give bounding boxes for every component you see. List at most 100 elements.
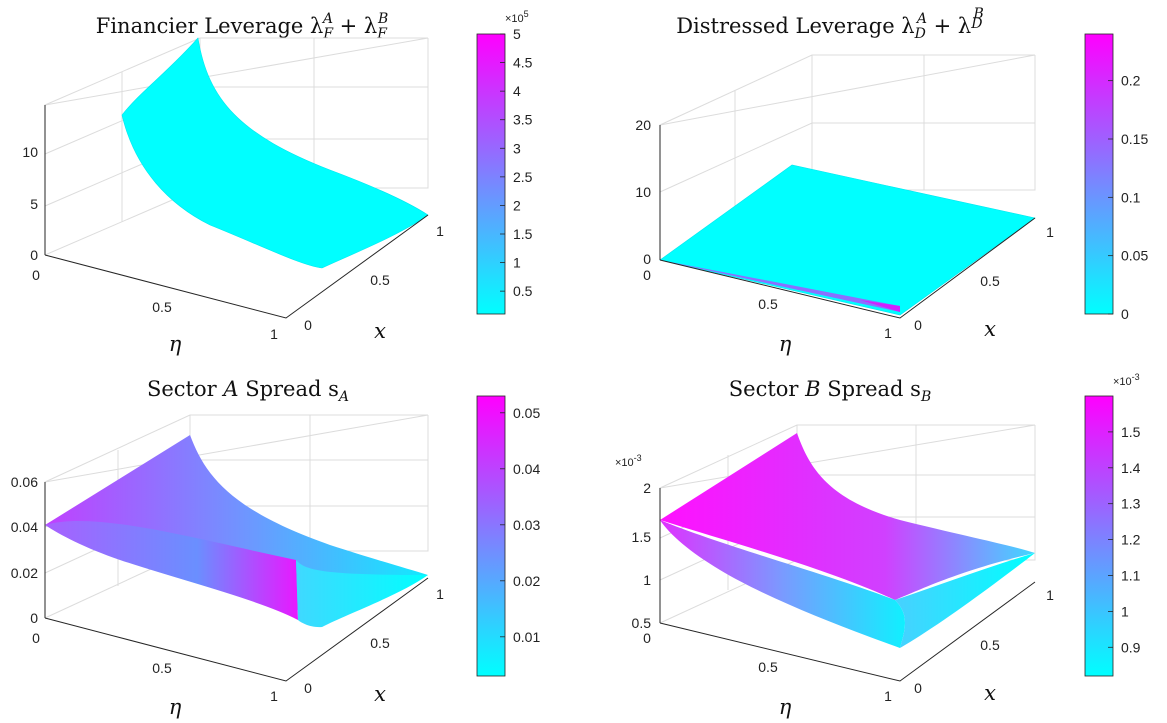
surface-back: [660, 433, 1035, 600]
tick-label: 0: [30, 610, 38, 626]
tick-label: 0: [304, 317, 312, 333]
tick-label: 0.5: [632, 615, 652, 631]
colorbar-tick-label: 0.02: [513, 573, 540, 589]
tick-label: 0: [643, 267, 651, 283]
tick-label: 0: [643, 251, 651, 267]
tick-label: 0.5: [152, 299, 172, 315]
colorbar-tick-label: 0.04: [513, 461, 540, 477]
tick-label: 20: [635, 117, 651, 133]
colorbar-tick-label: 1.1: [1121, 567, 1141, 583]
tick-label: 0.06: [11, 474, 38, 490]
colorbar-tick-label: 1.5: [1121, 424, 1141, 440]
x-axis-label: η: [169, 332, 182, 356]
z-ticks: 0 5 10: [22, 144, 38, 263]
colorbar-ticks: 0 0.05 0.1 0.15 0.2: [1108, 73, 1148, 322]
colorbar-tick-label: 2: [513, 197, 521, 213]
x-axis-label: η: [779, 332, 792, 356]
tick-label: 1: [1046, 224, 1054, 240]
colorbar-tick-label: 3.5: [513, 112, 533, 128]
tick-label: 0: [914, 680, 922, 696]
x-ticks: 0 0.5 1: [643, 267, 892, 341]
tick-label: 0.02: [11, 565, 38, 581]
y-ticks: 0 0.5 1: [304, 586, 444, 696]
colorbar-tick-label: 0.1: [1121, 189, 1141, 205]
tick-label: 10: [635, 184, 651, 200]
surface-side: [895, 553, 1035, 648]
surface: [121, 37, 429, 269]
tick-label: 1: [643, 572, 651, 588]
tick-label: 0.5: [370, 635, 390, 651]
panel-title: Sector B Spread sB: [729, 377, 932, 405]
colorbar-tick-label: 4.5: [513, 55, 533, 71]
surface-mid: [45, 520, 298, 620]
tick-label: 10: [22, 144, 38, 160]
tick-label: 1: [436, 586, 444, 602]
surface-edge: [660, 260, 900, 312]
colorbar: 0.01 0.02 0.03 0.04 0.05: [476, 395, 540, 677]
colorbar-tick-label: 1: [513, 255, 521, 271]
colorbar-ticks: 0.5 1 1.5 2 2.5 3 3.5 4 4.5 5: [500, 26, 533, 299]
colorbar-tick-label: 0.05: [513, 405, 540, 421]
panel-financier-leverage: Financier Leverage λFA + λFB 0 5 10 0 0.…: [22, 9, 532, 356]
z-ticks: 0 10 20: [635, 117, 651, 267]
colorbar-tick-label: 0.03: [513, 517, 540, 533]
colorbar-ticks: 0.01 0.02 0.03 0.04 0.05: [500, 405, 540, 645]
y-axis-label: x: [374, 682, 386, 706]
tick-label: 2: [643, 480, 651, 496]
axes: [44, 105, 429, 319]
z-ticks: 0.5 1 1.5 2: [632, 480, 652, 631]
axes: [659, 125, 1036, 319]
colorbar-exponent: ×105: [505, 9, 529, 25]
z-axis-exponent: ×10-3: [615, 453, 642, 469]
colorbar-tick-label: 0.9: [1121, 639, 1141, 655]
tick-label: 0.5: [980, 273, 1000, 289]
panel-title: Financier Leverage λFA + λFB: [96, 11, 388, 42]
tick-label: 0: [304, 680, 312, 696]
surface: [659, 164, 1036, 316]
colorbar-tick-label: 1.5: [513, 226, 533, 242]
panel-sector-a-spread: Sector A Spread sA 0 0.02 0.04 0.06 0 0.: [11, 377, 541, 719]
surface-front: [660, 520, 905, 648]
colorbar-tick-label: 0.5: [513, 283, 533, 299]
colorbar: ×10-3 0.9 1 1.1 1.2 1.3 1.4 1.5: [1084, 372, 1141, 677]
tick-label: 1: [270, 688, 278, 704]
panel-distressed-leverage: Distressed Leverage λDA + λDB 0 10 20 0 …: [635, 6, 1148, 356]
colorbar-ticks: 0.9 1 1.1 1.2 1.3 1.4 1.5: [1108, 424, 1141, 655]
colorbar-tick-label: 0.05: [1121, 248, 1148, 264]
tick-label: 1: [884, 688, 892, 704]
tick-label: 0.5: [152, 660, 172, 676]
colorbar-tick-label: 0.2: [1121, 73, 1141, 89]
tick-label: 0.04: [11, 519, 38, 535]
panel-title: Distressed Leverage λDA + λDB: [676, 6, 984, 42]
x-ticks: 0 0.5 1: [643, 630, 892, 704]
tick-label: 0.5: [758, 296, 778, 312]
axes: [659, 488, 1036, 682]
tick-label: 1: [270, 326, 278, 342]
colorbar-tick-label: 4: [513, 83, 521, 99]
colorbar-exponent: ×10-3: [1113, 372, 1140, 388]
colorbar-tick-label: 0.15: [1121, 131, 1148, 147]
colorbar-tick-label: 1.2: [1121, 532, 1141, 548]
axes: [44, 482, 429, 682]
tick-label: 0: [30, 247, 38, 263]
tick-label: 0.5: [758, 659, 778, 675]
colorbar-tick-label: 5: [513, 26, 521, 42]
tick-label: 0: [914, 317, 922, 333]
tick-label: 0: [32, 267, 40, 283]
y-ticks: 0 0.5 1: [914, 587, 1054, 696]
x-ticks: 0 0.5 1: [32, 630, 278, 704]
x-ticks: 0 0.5 1: [32, 267, 278, 342]
x-axis-label: η: [779, 695, 792, 719]
tick-label: 0: [32, 630, 40, 646]
tick-label: 1: [884, 325, 892, 341]
tick-label: 0: [643, 630, 651, 646]
y-axis-label: x: [374, 319, 386, 343]
x-axis-label: η: [169, 695, 182, 719]
tick-label: 1: [436, 223, 444, 239]
tick-label: 1: [1046, 587, 1054, 603]
colorbar-tick-label: 1.4: [1121, 460, 1141, 476]
colorbar-tick-label: 1: [1121, 603, 1129, 619]
y-axis-label: x: [984, 317, 996, 341]
tick-label: 1.5: [632, 529, 652, 545]
